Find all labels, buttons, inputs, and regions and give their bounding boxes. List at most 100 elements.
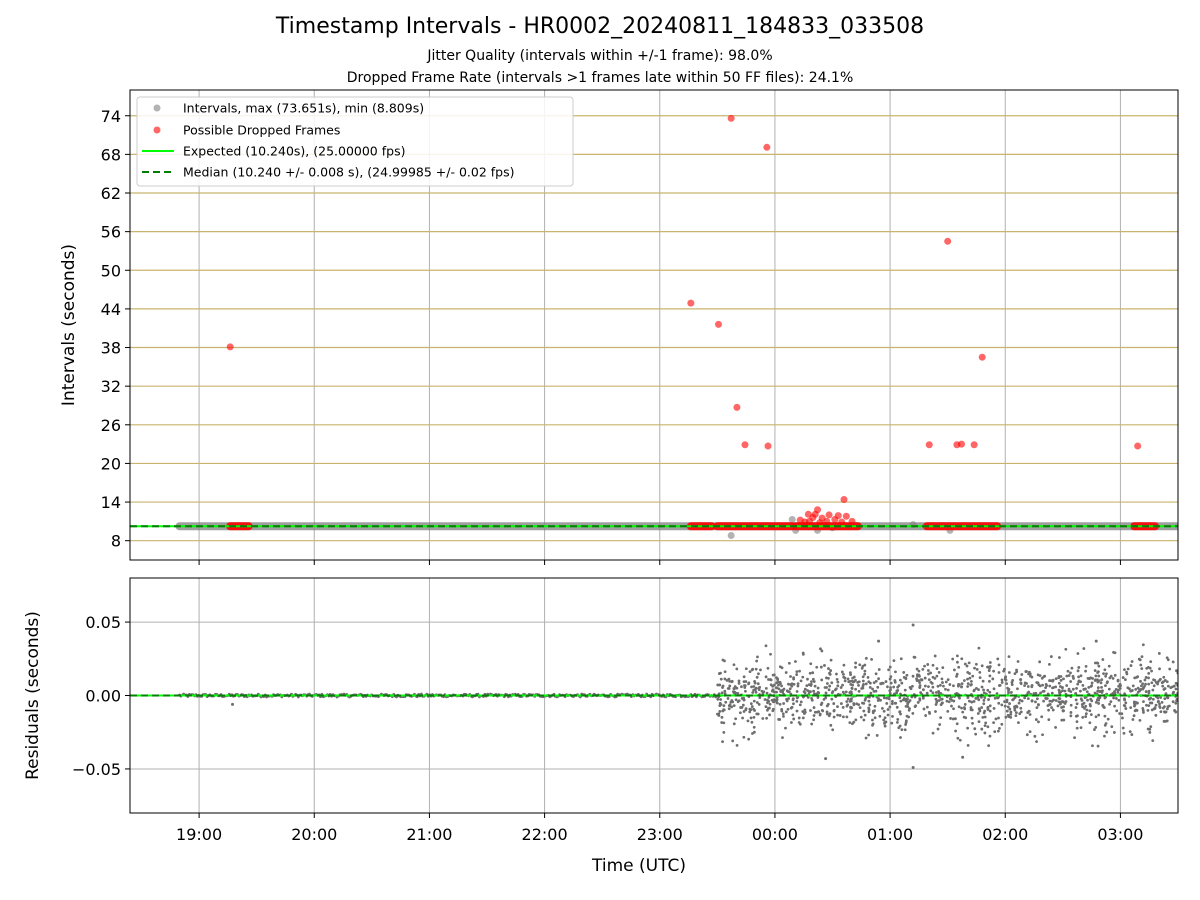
residual-point xyxy=(750,685,753,689)
residual-point xyxy=(1020,699,1024,703)
residual-point xyxy=(1104,722,1108,725)
residual-point xyxy=(892,685,896,689)
residual-point xyxy=(879,698,882,702)
residual-point xyxy=(971,721,974,725)
residual-point xyxy=(997,701,1001,705)
residual-point xyxy=(830,697,834,701)
residual-point xyxy=(1124,701,1128,705)
residual-point xyxy=(986,705,990,709)
residual-point xyxy=(1000,722,1004,726)
residual-point xyxy=(962,679,966,682)
residual-point xyxy=(732,690,736,694)
residual-point xyxy=(755,712,759,716)
residual-point xyxy=(740,706,744,709)
residual-point xyxy=(1007,671,1011,674)
residual-point xyxy=(980,695,983,699)
residual-point xyxy=(890,699,894,703)
residual-point xyxy=(896,689,900,692)
residual-point xyxy=(904,677,908,681)
residual-point xyxy=(731,739,735,743)
residual-point xyxy=(735,743,739,747)
residual-point xyxy=(810,697,814,700)
residual-point xyxy=(722,708,726,712)
residual-point xyxy=(1084,712,1088,716)
residual-point xyxy=(1004,675,1008,679)
dropped-frame-point-29 xyxy=(848,517,856,525)
residual-point xyxy=(812,680,816,683)
residual-point xyxy=(832,702,836,705)
residual-point xyxy=(978,670,982,674)
residual-point xyxy=(1090,681,1094,685)
residual-point xyxy=(973,727,977,731)
residual-point xyxy=(827,667,830,670)
residual-point xyxy=(1016,687,1019,691)
residual-point xyxy=(760,689,764,693)
residual-point xyxy=(1024,716,1028,720)
residual-point xyxy=(880,707,884,710)
residual-point xyxy=(941,666,945,670)
residual-point xyxy=(841,706,845,709)
residual-point xyxy=(797,721,801,724)
residual-point xyxy=(1093,692,1097,695)
residual-point xyxy=(781,712,785,716)
residual-point xyxy=(988,661,992,664)
dropped-frame-point-25 xyxy=(823,517,831,525)
residual-point xyxy=(840,670,844,674)
residual-point xyxy=(1069,711,1073,714)
residual-point xyxy=(968,676,972,680)
residual-point xyxy=(978,676,982,680)
residual-point xyxy=(1071,674,1075,678)
residual-point xyxy=(1150,669,1153,673)
residual-point xyxy=(962,706,966,709)
residual-point xyxy=(1088,677,1091,680)
residual-point xyxy=(1054,699,1058,702)
residual-point xyxy=(1112,696,1116,700)
residual-point xyxy=(798,669,801,673)
residual-point xyxy=(1099,681,1103,685)
residual-point xyxy=(780,709,784,713)
residual-point xyxy=(906,702,910,706)
residual-point xyxy=(1076,652,1080,655)
residual-point xyxy=(1116,679,1120,683)
residual-point xyxy=(717,712,721,716)
residual-point xyxy=(1164,692,1168,696)
residual-point xyxy=(1005,698,1009,702)
residual-point xyxy=(742,680,746,684)
residual-point xyxy=(777,683,780,687)
residual-point xyxy=(988,709,992,713)
residual-point xyxy=(1047,662,1051,666)
residual-point xyxy=(785,699,789,703)
dropped-frame-point-21 xyxy=(842,512,850,520)
residual-point xyxy=(1019,682,1023,686)
residual-point xyxy=(955,672,959,676)
residual-point xyxy=(1006,705,1010,709)
residual-point xyxy=(1093,728,1096,731)
dropped-frame-point-11 xyxy=(957,440,965,448)
residual-point xyxy=(798,703,802,707)
residual-point xyxy=(1063,689,1067,693)
residual-point xyxy=(911,674,915,678)
residual-point xyxy=(719,671,722,675)
residual-point xyxy=(878,714,882,718)
residual-point xyxy=(796,682,800,686)
residual-point xyxy=(1105,672,1108,676)
residual-point xyxy=(1059,690,1063,694)
residual-point xyxy=(888,677,892,681)
residual-point xyxy=(972,700,976,703)
residual-point xyxy=(726,697,730,700)
residual-point xyxy=(1147,704,1151,708)
residual-point xyxy=(1119,684,1122,688)
residual-point xyxy=(842,663,846,667)
residual-point xyxy=(1071,687,1075,691)
residual-point xyxy=(732,704,736,708)
residual-point xyxy=(1175,698,1178,702)
residual-point xyxy=(998,683,1002,687)
residual-point xyxy=(747,737,751,741)
residual-point xyxy=(896,720,899,724)
residual-point xyxy=(952,684,955,688)
residual-point xyxy=(1130,660,1134,663)
residual-point xyxy=(1065,674,1069,678)
residual-point xyxy=(748,710,752,714)
residual-point xyxy=(842,672,845,676)
